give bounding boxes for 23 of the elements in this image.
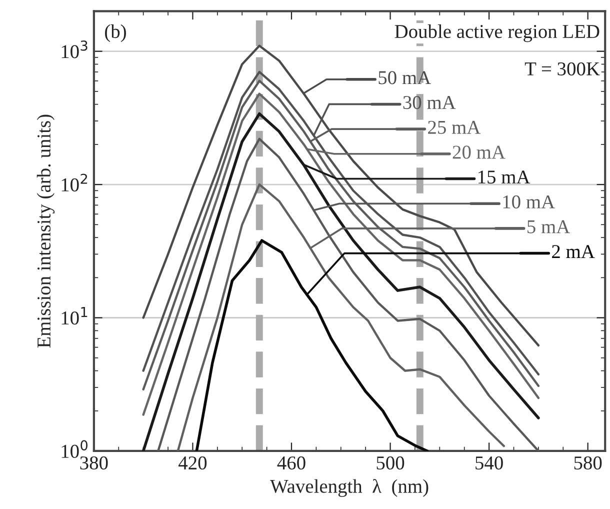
legend-label: 20 mA bbox=[452, 146, 506, 159]
y-tick-label: 10$^{2}$ bbox=[62, 174, 88, 192]
legend-label: 30 mA bbox=[403, 96, 456, 110]
x-tick-label: 500 bbox=[376, 456, 404, 470]
y-tick-label: 10$^{0}$ bbox=[62, 440, 88, 458]
annotation: (b) bbox=[105, 24, 126, 42]
y-tick-label: 10$^{3}$ bbox=[62, 40, 88, 58]
annotation: Double active region LED bbox=[394, 24, 600, 42]
legend-label: 15 mA bbox=[478, 170, 530, 184]
x-tick-label: 540 bbox=[476, 456, 503, 470]
x-axis-title: Wavelength λ (nm) bbox=[270, 479, 428, 497]
y-tick-label: 10$^{1}$ bbox=[62, 307, 88, 325]
annotation: T = 300K bbox=[524, 62, 600, 76]
x-tick-label: 460 bbox=[277, 456, 306, 470]
x-tick-label: 420 bbox=[178, 456, 207, 470]
legend-label: 5 mA bbox=[528, 220, 570, 234]
legend-label: 10 mA bbox=[503, 195, 555, 208]
legend-label: 2 mA bbox=[552, 245, 595, 258]
legend-label: 25 mA bbox=[428, 120, 481, 134]
y-axis-title: Emission intensity (arb. units) bbox=[36, 114, 55, 348]
x-tick-label: 580 bbox=[574, 456, 602, 470]
legend-label: 50 mA bbox=[378, 71, 431, 84]
x-tick-label: 380 bbox=[80, 456, 108, 470]
